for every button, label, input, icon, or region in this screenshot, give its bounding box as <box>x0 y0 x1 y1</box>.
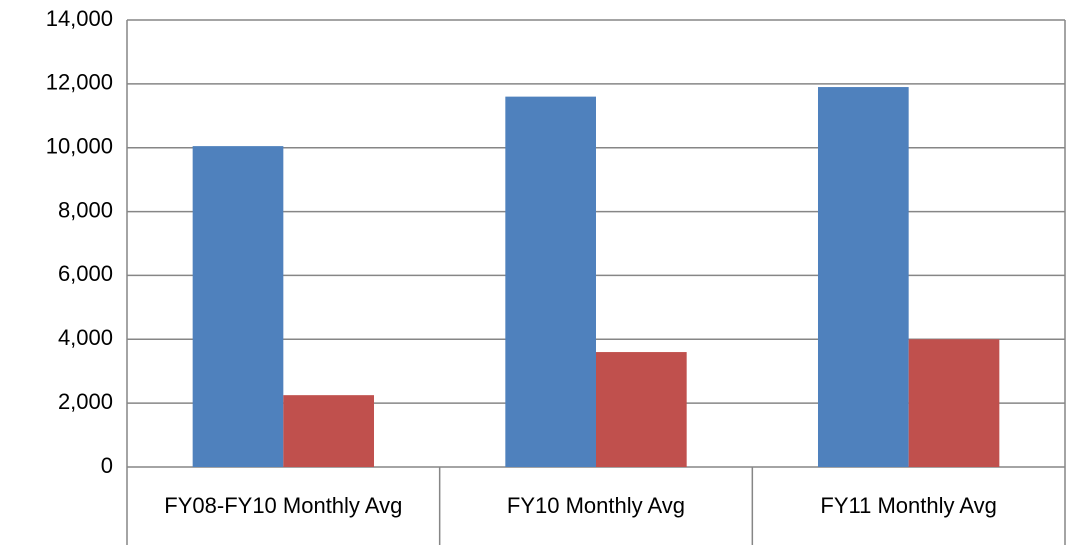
y-tick-label: 2,000 <box>58 389 113 414</box>
x-tick-label-box: FY11 Monthly Avg <box>752 467 1065 545</box>
bar <box>596 352 687 467</box>
y-tick-label: 6,000 <box>58 261 113 286</box>
x-tick-label: FY08-FY10 Monthly Avg <box>164 493 403 518</box>
y-tick-label: 12,000 <box>46 70 113 95</box>
bar <box>283 395 375 467</box>
x-tick-label-box: FY08-FY10 Monthly Avg <box>127 467 440 545</box>
x-tick-label: FY11 Monthly Avg <box>820 493 997 518</box>
y-tick-label: 4,000 <box>58 325 113 350</box>
x-tick-label: FY10 Monthly Avg <box>506 493 686 518</box>
bar <box>908 339 1000 467</box>
y-tick-label: 14,000 <box>46 6 113 31</box>
bar <box>192 146 284 467</box>
y-tick-label: 10,000 <box>46 134 113 159</box>
bar <box>817 87 909 468</box>
y-tick-label: 0 <box>101 453 113 478</box>
bar <box>505 96 596 467</box>
x-tick-label-box: FY10 Monthly Avg <box>440 467 753 545</box>
y-tick-label: 8,000 <box>58 197 113 222</box>
